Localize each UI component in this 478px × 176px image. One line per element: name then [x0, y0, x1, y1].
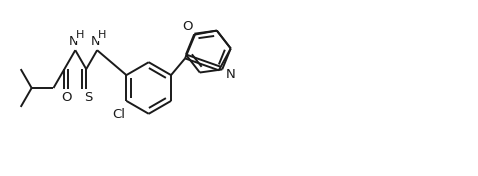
Text: H: H — [76, 30, 85, 40]
Text: H: H — [98, 30, 106, 40]
Text: S: S — [84, 91, 92, 104]
Text: N: N — [226, 68, 236, 81]
Text: O: O — [61, 91, 72, 104]
Text: Cl: Cl — [112, 108, 125, 121]
Text: N: N — [90, 35, 100, 48]
Text: O: O — [182, 20, 192, 33]
Text: N: N — [69, 35, 78, 48]
